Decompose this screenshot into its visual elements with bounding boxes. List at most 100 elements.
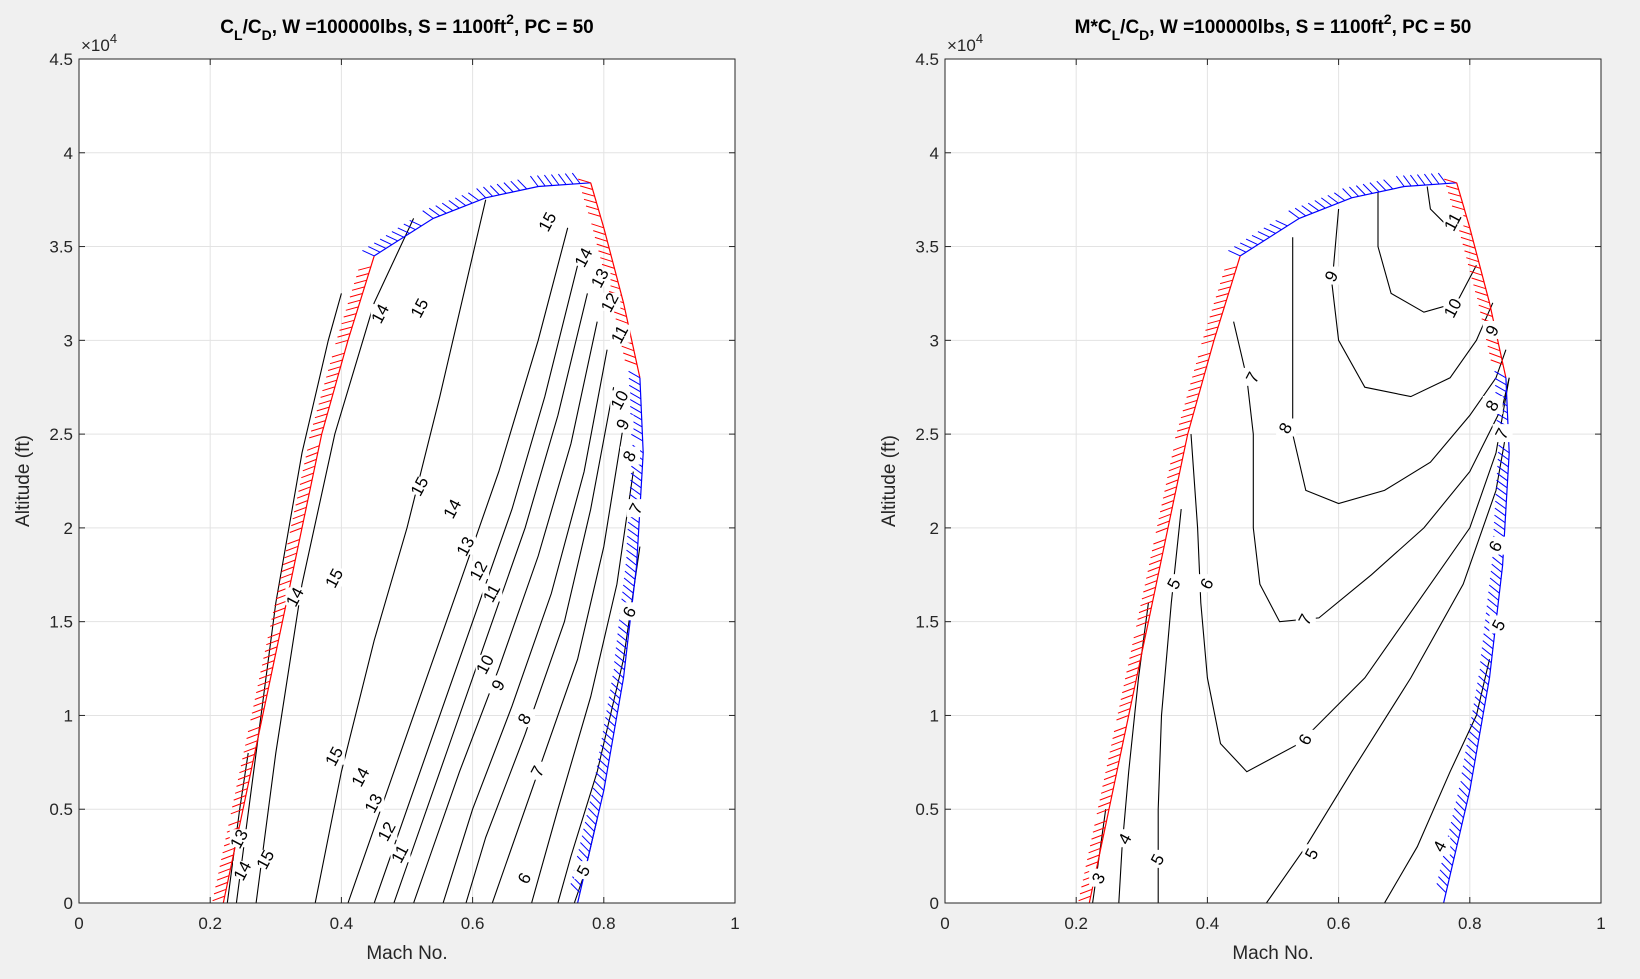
x-tick-label: 0 xyxy=(74,914,83,933)
contour-line-6 xyxy=(557,546,641,903)
contour-label-bg xyxy=(515,709,536,728)
contour-label-bg xyxy=(324,568,345,587)
y-exponent: ×104 xyxy=(947,31,983,55)
x-tick-label: 1 xyxy=(1596,914,1605,933)
y-tick-label: 1 xyxy=(64,706,73,725)
contour-label-bg xyxy=(626,499,647,518)
contour-line-9 xyxy=(1331,208,1494,398)
contour-label-bg xyxy=(456,536,477,555)
plot-content: 1514131211109876515141514131211109876151… xyxy=(212,172,647,903)
contour-label-bg xyxy=(1489,615,1510,634)
contour-label-bg xyxy=(574,247,595,266)
boundary-mach-right xyxy=(590,182,641,378)
contour-label-bg xyxy=(1443,212,1464,231)
y-tick-label: 0 xyxy=(930,894,939,913)
boundary-left xyxy=(222,255,375,903)
contour-line-13 xyxy=(226,752,249,903)
contour-label-bg xyxy=(1243,367,1264,386)
y-tick-label: 3 xyxy=(930,331,939,350)
contour-label-bg xyxy=(1482,395,1503,414)
contour-label-bg xyxy=(475,654,496,673)
contour-label-bg xyxy=(364,793,385,812)
contour-line-14 xyxy=(235,293,342,903)
contour-line-5 xyxy=(1157,509,1182,903)
contour-line-15 xyxy=(255,218,415,903)
contour-label-bg xyxy=(1302,844,1323,863)
x-tick-label: 0.4 xyxy=(1196,914,1220,933)
y-tick-label: 0.5 xyxy=(49,800,73,819)
contour-label-bg xyxy=(442,499,463,518)
title-part: D xyxy=(1139,27,1149,43)
contour-line-15 xyxy=(314,199,487,903)
contour-label-bg xyxy=(410,476,431,495)
y-exponent-base: ×10 xyxy=(81,36,110,55)
y-tick-label: 0 xyxy=(64,894,73,913)
contour-label-bg xyxy=(1322,266,1343,285)
title-part: 2 xyxy=(1384,11,1392,27)
contour-label-bg xyxy=(390,844,411,863)
contour-label-bg xyxy=(410,298,431,317)
contour-label-bg xyxy=(1089,868,1110,887)
contour-label-bg xyxy=(351,767,372,786)
contour-label-bg xyxy=(1115,829,1136,848)
boundary-mach-right xyxy=(1456,182,1507,378)
y-axis-label: Altitude (ft) xyxy=(13,435,34,527)
x-tick-label: 0.4 xyxy=(330,914,354,933)
contour-label-bg xyxy=(600,292,621,311)
contour-label-bg xyxy=(610,324,631,343)
contour-label-bg xyxy=(610,390,631,409)
title-part: M*C xyxy=(1075,17,1112,38)
y-tick-label: 3.5 xyxy=(49,238,73,257)
contour-label-bg xyxy=(1486,536,1507,555)
title-part: , PC = 50 xyxy=(514,17,594,38)
contour-label-bg xyxy=(285,587,306,606)
hatch-top xyxy=(1228,172,1447,257)
y-tick-label: 4 xyxy=(930,144,939,163)
y-tick-label: 3.5 xyxy=(915,238,939,257)
title-part: , W =100000lbs, S = 1100ft xyxy=(1149,17,1384,38)
contour-line-4 xyxy=(1384,659,1491,903)
plot-area xyxy=(945,59,1601,903)
contour-label-bg xyxy=(482,583,503,602)
y-tick-label: 2.5 xyxy=(915,425,939,444)
x-tick-label: 0 xyxy=(940,914,949,933)
title-part: C xyxy=(220,17,234,38)
contour-label-bg xyxy=(1164,574,1185,593)
y-tick-label: 4.5 xyxy=(49,50,73,69)
y-tick-label: 1.5 xyxy=(915,613,939,632)
contour-label-bg xyxy=(574,861,595,880)
y-tick-label: 2 xyxy=(930,519,939,538)
contour-line-11 xyxy=(413,321,598,903)
axes-box xyxy=(944,58,1602,904)
x-tick-label: 0.6 xyxy=(1327,914,1351,933)
chart-cl-cd: 1514131211109876515141514131211109876151… xyxy=(13,11,740,964)
y-exponent-power: 4 xyxy=(976,31,983,46)
contour-line-7 xyxy=(531,471,634,903)
title-part: 2 xyxy=(506,11,514,27)
y-tick-label: 2.5 xyxy=(49,425,73,444)
title-part: /C xyxy=(243,17,262,38)
x-axis-label: Mach No. xyxy=(366,943,447,964)
title-part: D xyxy=(262,27,272,43)
title-part: /C xyxy=(1120,17,1139,38)
contour-label-bg xyxy=(1276,418,1297,437)
x-axis-label: Mach No. xyxy=(1232,943,1313,964)
y-tick-label: 0.5 xyxy=(915,800,939,819)
contour-label-bg xyxy=(377,821,398,840)
contour-label-bg xyxy=(1295,609,1316,628)
title-part: L xyxy=(234,27,243,43)
hatch-top xyxy=(362,172,581,257)
contour-label-bg xyxy=(469,561,490,580)
contour-label-bg xyxy=(528,761,549,780)
title-part: , PC = 50 xyxy=(1392,17,1472,38)
title-part: , W =100000lbs, S = 1100ft xyxy=(272,17,507,38)
title-part: L xyxy=(1112,27,1121,43)
y-tick-label: 3 xyxy=(64,331,73,350)
x-tick-label: 1 xyxy=(730,914,739,933)
contour-label-bg xyxy=(1492,424,1513,443)
y-exponent-power: 4 xyxy=(110,31,117,46)
axes-box xyxy=(78,58,736,904)
contour-line-8 xyxy=(491,424,625,903)
